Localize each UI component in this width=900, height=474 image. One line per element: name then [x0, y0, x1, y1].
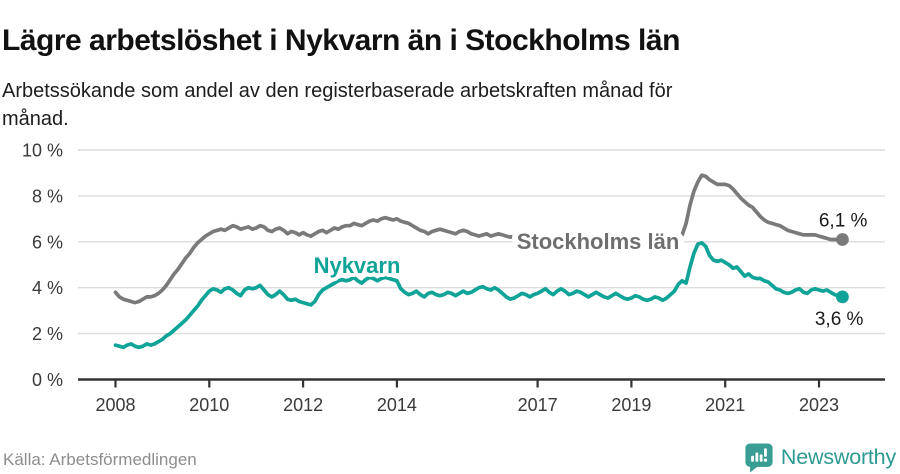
- y-axis-label: 6 %: [32, 232, 63, 252]
- y-axis-label: 2 %: [32, 324, 63, 344]
- series-line-stockholms-l-n: [113, 173, 845, 305]
- x-axis-label: 2010: [189, 395, 229, 415]
- chart-subtitle: Arbetssökande som andel av den registerb…: [2, 80, 673, 130]
- data-series-lines: [113, 173, 845, 350]
- x-axis-label: 2017: [518, 395, 558, 415]
- page-title: Lägre arbetslöshet i Nykvarn än i Stockh…: [2, 24, 680, 58]
- y-axis-label: 4 %: [32, 278, 63, 298]
- brand-name: Newsworthy: [780, 445, 896, 469]
- series-name-labels: Stockholms län Nykvarn: [310, 223, 686, 282]
- end-value-label-stockholms-l-n: 6,1 %: [819, 211, 868, 232]
- footer: Källa: Arbetsförmedlingen Newsworthy: [0, 442, 900, 474]
- y-axis-label: 8 %: [32, 186, 63, 206]
- y-axis-labels: 0 % 2 % 4 % 6 % 8 % 10 %: [22, 141, 63, 391]
- x-axis-label: 2023: [799, 395, 839, 415]
- series-end-markers: 6,1 % 3,6 %: [815, 211, 868, 330]
- y-axis-label: 10 %: [22, 141, 63, 161]
- x-axis-label: 2008: [95, 395, 135, 415]
- x-axis-label: 2014: [377, 395, 417, 415]
- end-dot-nykvarn: [836, 290, 849, 304]
- brand-logo: Newsworthy: [744, 442, 896, 473]
- x-axis-label: 2019: [611, 395, 651, 415]
- x-axis-label: 2012: [283, 395, 323, 415]
- series-line-nykvarn: [113, 241, 845, 350]
- end-value-label-nykvarn: 3,6 %: [815, 309, 864, 330]
- end-dot-stockholms-l-n: [836, 233, 849, 246]
- x-axis: 2008 2010 2012 2014 2017 2019 2021 2023: [95, 380, 839, 415]
- x-axis-label: 2021: [705, 395, 745, 415]
- series-label-stockholms-l-n: Stockholms län: [517, 229, 680, 254]
- y-axis-label: 0 %: [32, 370, 63, 390]
- gridlines: [78, 149, 885, 381]
- source-credit: Källa: Arbetsförmedlingen: [3, 450, 197, 469]
- newsworthy-icon: [745, 443, 773, 473]
- series-label-nykvarn: Nykvarn: [314, 253, 401, 278]
